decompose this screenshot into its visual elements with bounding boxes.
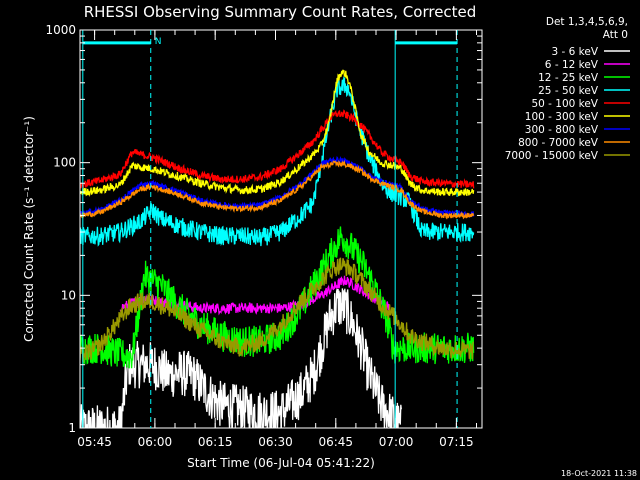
- legend-label-6-12-kev: 6 - 12 keV: [545, 59, 599, 71]
- series-line-800-7000-kev: [80, 159, 475, 220]
- series-line-7000-15000-kev: [80, 257, 474, 363]
- x-tick-label: 06:15: [198, 435, 233, 449]
- y-tick-label: 10: [61, 288, 76, 302]
- legend-label-7000-15000-kev: 7000 - 15000 keV: [505, 150, 599, 162]
- plot-area: [80, 69, 475, 428]
- legend-label-100-300-kev: 100 - 300 keV: [525, 111, 599, 123]
- x-tick-label: 05:45: [77, 435, 112, 449]
- y-tick-label: 1000: [45, 23, 76, 37]
- x-tick-label: 07:15: [439, 435, 474, 449]
- series-line-50-100-kev: [80, 109, 475, 189]
- legend-label-800-7000-kev: 800 - 7000 keV: [518, 137, 599, 149]
- legend-label-300-800-kev: 300 - 800 keV: [525, 124, 599, 136]
- x-tick-label: 06:00: [138, 435, 173, 449]
- legend-header-line1: Det 1,3,4,5,6,9,: [546, 16, 628, 28]
- plot-frame: [79, 29, 483, 429]
- legend-header-line2: Att 0: [603, 29, 628, 41]
- legend-label-3-6-kev: 3 - 6 keV: [551, 46, 598, 58]
- legend-label-25-50-kev: 25 - 50 keV: [538, 85, 599, 97]
- legend-label-50-100-kev: 50 - 100 keV: [531, 98, 598, 110]
- marker-label: N: [155, 37, 162, 47]
- series-line-100-300-kev: [80, 69, 475, 198]
- chart-title: RHESSI Observing Summary Count Rates, Co…: [84, 3, 477, 21]
- axes: N 1 10 100 1000 05:45 06:00 06:15 06:30 06:45 07:0…: [45, 23, 482, 449]
- x-tick-label: 06:30: [258, 435, 293, 449]
- y-axis-label: Corrected Count Rate (s⁻¹ detector⁻¹): [22, 116, 36, 342]
- timestamp: 18-Oct-2021 11:38: [561, 469, 637, 478]
- x-tick-label: 07:00: [379, 435, 414, 449]
- x-axis-label: Start Time (06-Jul-04 05:41:22): [187, 456, 375, 470]
- y-tick-label: 1: [68, 421, 76, 435]
- legend-label-12-25-kev: 12 - 25 keV: [538, 72, 599, 84]
- series-line-6-12-kev: [119, 275, 391, 316]
- y-tick-label: 100: [53, 156, 76, 170]
- x-tick-label: 06:45: [318, 435, 353, 449]
- series-line-25-50-kev: [80, 76, 475, 247]
